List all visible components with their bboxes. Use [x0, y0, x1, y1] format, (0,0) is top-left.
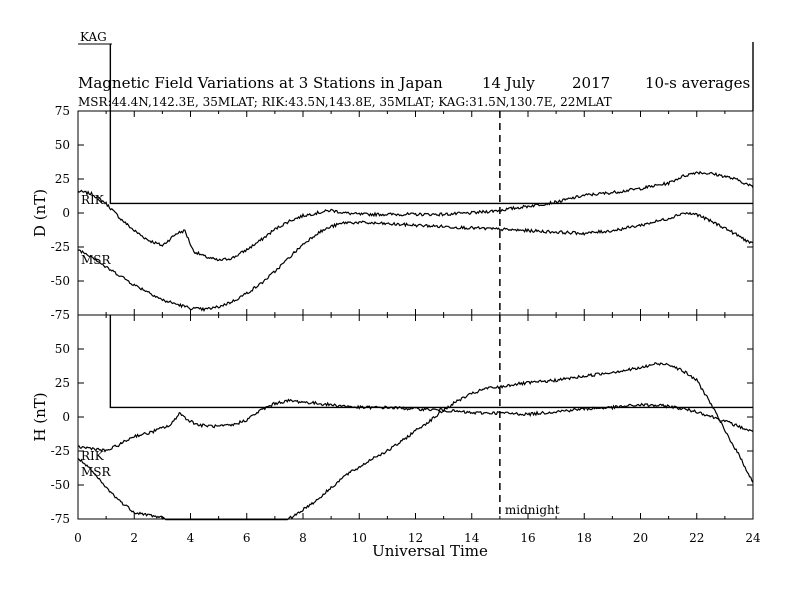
x-tick-label: 4 — [187, 531, 195, 545]
x-tick-label: 6 — [243, 531, 251, 545]
panel-d-ylabel: D (nT) — [31, 189, 49, 237]
x-tick-label: 2 — [130, 531, 138, 545]
y-tick-label: -50 — [51, 478, 70, 492]
series-d-kag-line — [109, 44, 753, 205]
y-tick-label: 75 — [55, 104, 70, 118]
x-tick-label: 20 — [633, 531, 648, 545]
label-msr-h: MSR — [81, 465, 112, 479]
series-d-rik-line — [77, 170, 754, 262]
panel-h-ylabel: H (nT) — [31, 392, 49, 441]
y-tick-label: 50 — [55, 138, 70, 152]
y-tick-label: -75 — [51, 308, 70, 322]
y-tick-label: 0 — [62, 410, 70, 424]
x-tick-label: 14 — [464, 531, 480, 545]
x-tick-label: 16 — [520, 531, 535, 545]
series-d-msr-line — [77, 211, 754, 312]
series-h-kag-line — [109, 315, 753, 409]
series-h-msr-line — [77, 361, 754, 521]
x-tick-label: 8 — [299, 531, 307, 545]
y-tick-label: 50 — [55, 342, 70, 356]
panel-h-frame — [77, 314, 754, 520]
chart-averaging: 10-s averages — [645, 74, 750, 92]
y-tick-label: -25 — [51, 444, 70, 458]
x-axis-label: Universal Time — [372, 542, 488, 560]
label-msr-d: MSR — [81, 253, 112, 267]
chart-title: Magnetic Field Variations at 3 Stations … — [78, 74, 443, 92]
y-tick-label: -50 — [51, 274, 70, 288]
y-tick-label: 25 — [55, 172, 70, 186]
midnight-label: midnight — [505, 503, 560, 517]
y-tick-label: -75 — [51, 512, 70, 526]
x-tick-label: 18 — [577, 531, 592, 545]
kag-top-label: KAG — [80, 30, 107, 44]
chart-date-day: 14 July — [482, 74, 535, 92]
x-tick-label: 0 — [74, 531, 82, 545]
x-tick-label: 12 — [408, 531, 423, 545]
y-tick-label: 25 — [55, 376, 70, 390]
x-tick-label: 24 — [745, 531, 761, 545]
ticks-layer: 0 2 4 6 8 10 12 14 16 18 20 22 247550250-25-50-75502… — [51, 104, 761, 545]
chart-stations-line: MSR:44.4N,142.3E, 35MLAT; RIK:43.5N,143.… — [78, 95, 612, 109]
x-tick-label: 10 — [352, 531, 367, 545]
label-rik-h: RIK — [81, 449, 105, 463]
y-tick-label: 0 — [62, 206, 70, 220]
x-tick-label: 22 — [689, 531, 704, 545]
label-rik-d: RIK — [81, 193, 105, 207]
y-tick-label: -25 — [51, 240, 70, 254]
series-layer — [77, 42, 754, 521]
chart-date-year: 2017 — [572, 74, 610, 92]
